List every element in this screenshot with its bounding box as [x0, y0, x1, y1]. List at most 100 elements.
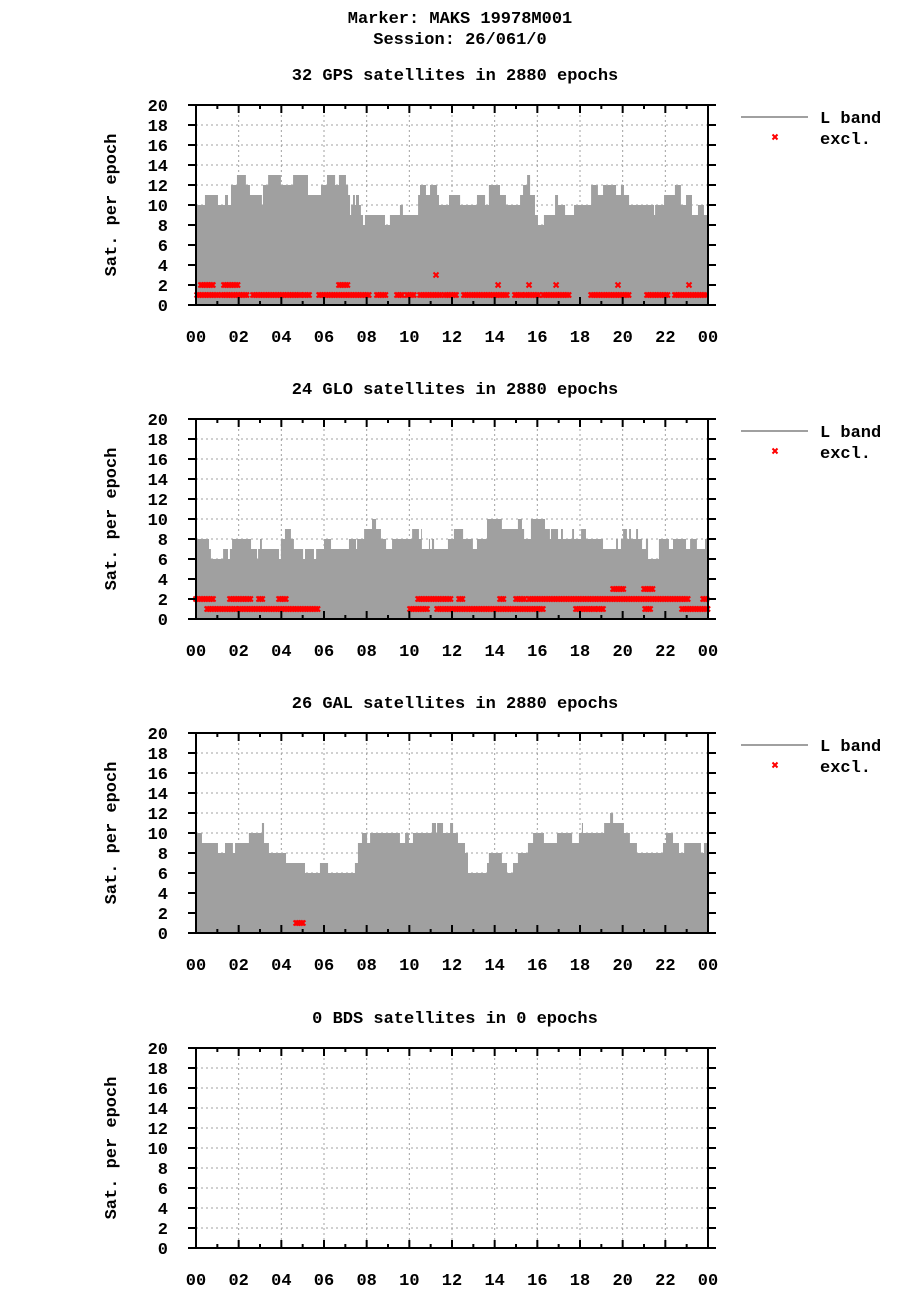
y-tick-label: 6: [158, 238, 168, 257]
y-tick-label: 14: [148, 472, 168, 491]
x-tick-label: 06: [314, 1272, 334, 1291]
x-tick-label: 08: [356, 329, 376, 348]
y-tick-label: 18: [148, 118, 168, 137]
excluded-marker: [620, 585, 627, 593]
legend-excl-marker: [771, 447, 779, 455]
excluded-marker: [363, 291, 371, 299]
excluded-marker: [664, 291, 671, 299]
y-tick-label: 6: [158, 866, 168, 885]
y-tick-label: 18: [148, 432, 168, 451]
excluded-marker: [243, 291, 250, 299]
x-tick-label: 08: [356, 643, 376, 662]
y-tick-label: 4: [158, 1201, 168, 1220]
x-tick-label: 18: [570, 957, 590, 976]
excluded-marker: [257, 595, 264, 603]
legend-excl-marker: [771, 761, 779, 769]
x-tick-label: 02: [228, 643, 248, 662]
excluded-marker: [565, 291, 572, 299]
x-tick-label: 00: [698, 957, 718, 976]
excluded-marker: [685, 281, 693, 289]
excluded-marker: [282, 595, 290, 603]
x-tick-label: 12: [442, 643, 462, 662]
excluded-marker: [410, 291, 418, 299]
x-tick-label: 14: [484, 643, 504, 662]
legend-excl-label: excl.: [820, 759, 871, 778]
excluded-marker: [623, 291, 631, 299]
y-tick-label: 6: [158, 552, 168, 571]
y-tick-label: 12: [148, 178, 168, 197]
excluded-marker: [537, 605, 545, 613]
excluded-marker: [397, 291, 404, 299]
excluded-marker: [459, 595, 466, 603]
panel-title: 32 GPS satellites in 2880 epochs: [292, 67, 618, 86]
excluded-marker: [645, 605, 652, 613]
y-tick-label: 16: [148, 452, 168, 471]
y-tick-label: 18: [148, 1061, 168, 1080]
x-tick-label: 14: [484, 957, 504, 976]
x-tick-label: 06: [314, 957, 334, 976]
y-tick-label: 12: [148, 1121, 168, 1140]
x-tick-label: 12: [442, 1272, 462, 1291]
x-tick-label: 22: [655, 643, 675, 662]
excluded-marker: [305, 291, 313, 299]
excluded-marker: [232, 281, 240, 289]
y-tick-label: 16: [148, 766, 168, 785]
excluded-marker: [207, 281, 215, 289]
x-tick-label: 00: [698, 329, 718, 348]
x-tick-label: 20: [612, 643, 632, 662]
y-tick-label: 10: [148, 512, 168, 531]
excluded-marker: [682, 595, 690, 603]
excluded-marker: [245, 595, 252, 603]
excluded-marker: [519, 595, 527, 603]
y-tick-label: 16: [148, 138, 168, 157]
excluded-marker: [563, 291, 571, 299]
x-tick-label: 16: [527, 1272, 547, 1291]
excluded-marker: [501, 291, 509, 299]
legend-excl-marker: [771, 133, 779, 141]
y-tick-label: 14: [148, 158, 168, 177]
excluded-marker: [614, 281, 622, 289]
y-tick-label: 2: [158, 592, 168, 611]
y-axis-label: Sat. per epoch: [103, 1077, 122, 1220]
excluded-marker: [589, 605, 597, 613]
y-tick-label: 12: [148, 806, 168, 825]
x-tick-label: 22: [655, 957, 675, 976]
excluded-marker: [344, 281, 351, 289]
y-tick-label: 6: [158, 1181, 168, 1200]
x-tick-label: 00: [186, 957, 206, 976]
excluded-marker: [299, 919, 307, 927]
excluded-marker: [312, 605, 320, 613]
excluded-marker: [304, 291, 311, 299]
x-tick-label: 18: [570, 1272, 590, 1291]
excluded-marker: [365, 291, 373, 299]
y-tick-label: 2: [158, 1221, 168, 1240]
x-tick-label: 08: [356, 957, 376, 976]
excluded-marker: [539, 605, 547, 613]
excluded-marker: [432, 271, 440, 279]
y-axis-label: Sat. per epoch: [103, 448, 122, 591]
legend: L band excl.: [741, 110, 881, 150]
excluded-marker: [208, 595, 215, 603]
y-tick-label: 20: [148, 726, 168, 745]
excluded-marker: [435, 291, 442, 299]
x-tick-label: 02: [228, 957, 248, 976]
excluded-marker: [525, 281, 533, 289]
legend-band-label: L band: [820, 110, 881, 129]
x-tick-label: 14: [484, 1272, 504, 1291]
y-tick-label: 14: [148, 1101, 168, 1120]
y-tick-label: 0: [158, 1241, 168, 1260]
x-tick-label: 20: [612, 1272, 632, 1291]
y-tick-label: 0: [158, 612, 168, 631]
x-tick-label: 16: [527, 957, 547, 976]
legend-excl-label: excl.: [820, 131, 871, 150]
excluded-marker: [684, 595, 691, 603]
excluded-marker: [234, 281, 241, 289]
session-title: Session: 26/061/0: [373, 31, 547, 50]
legend: L band excl.: [741, 738, 881, 778]
excluded-marker: [452, 291, 460, 299]
y-tick-label: 2: [158, 278, 168, 297]
excluded-marker: [380, 291, 387, 299]
panel-title: 0 BDS satellites in 0 epochs: [312, 1010, 598, 1029]
excluded-marker: [408, 291, 416, 299]
x-tick-label: 22: [655, 329, 675, 348]
